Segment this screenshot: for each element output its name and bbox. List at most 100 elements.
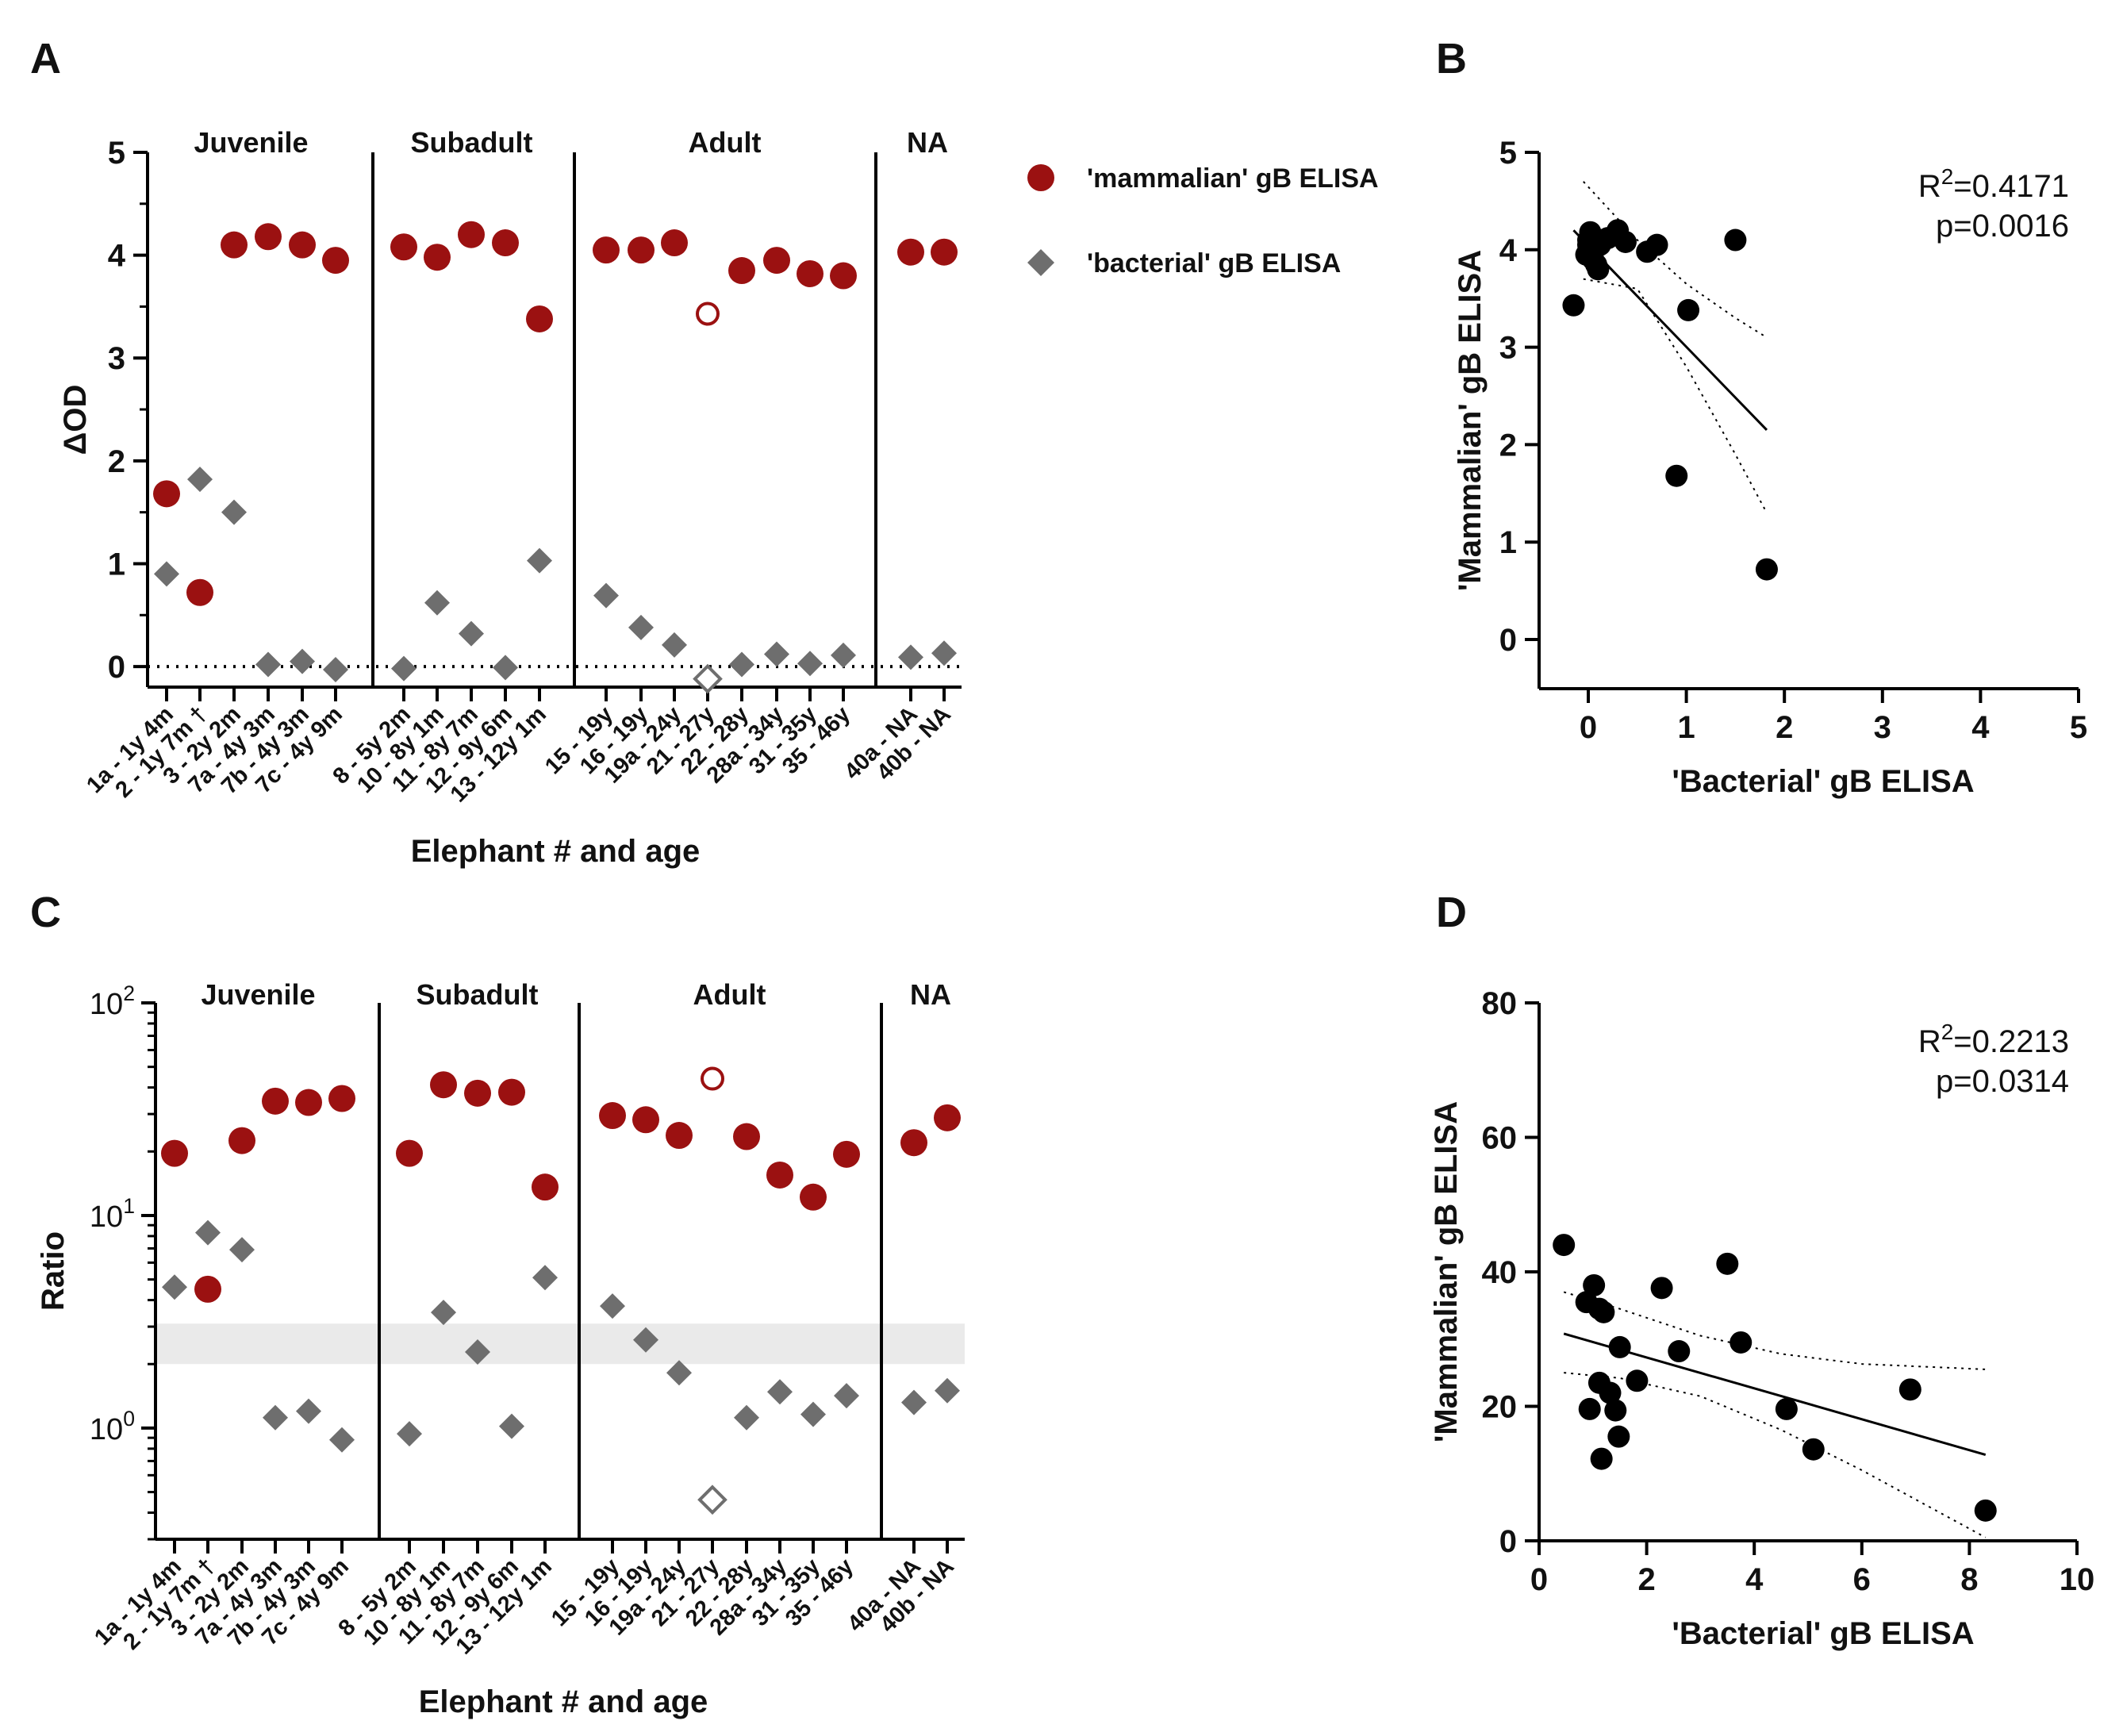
y-tick-label: 80: [1482, 986, 1518, 1021]
bacterial-point: [424, 590, 450, 616]
y-tick-label: 4: [108, 239, 126, 274]
ci-upper-curve: [1563, 1291, 1986, 1370]
bacterial-point: [527, 547, 552, 574]
panel-label-a: A: [30, 35, 61, 83]
mammalian-point: [628, 236, 655, 264]
bacterial-point: [221, 499, 247, 525]
bacterial-point: [931, 640, 957, 666]
mammalian-point: [295, 1089, 322, 1116]
y-axis-title: Ratio: [36, 1231, 71, 1311]
bacterial-point: [459, 620, 484, 647]
scatter-point: [1553, 1234, 1576, 1257]
scatter-point: [1645, 233, 1668, 256]
scatter-point: [1626, 1369, 1649, 1392]
x-tick-label: 6: [1853, 1562, 1871, 1597]
mammalian-point: [390, 233, 417, 261]
mammalian-point: [931, 238, 958, 266]
y-tick-label: 2: [108, 444, 125, 479]
bacterial-point: [767, 1379, 793, 1405]
mammalian-point: [593, 236, 620, 264]
y-tick-label: 102: [90, 981, 135, 1021]
mammalian-point: [430, 1071, 457, 1099]
mammalian-point: [228, 1127, 255, 1154]
panel-label-d: D: [1436, 889, 1467, 936]
scatter-point: [1562, 294, 1585, 317]
x-tick-label: 5: [2070, 710, 2087, 745]
bacterial-point: [465, 1338, 490, 1365]
scatter-point: [1898, 1378, 1921, 1401]
scatter-point: [1716, 1252, 1739, 1275]
mammalian-point: [498, 1078, 525, 1106]
ci-upper-curve: [1583, 181, 1768, 339]
bacterial-point: [666, 1360, 692, 1386]
y-tick-label: 5: [1499, 136, 1517, 171]
scatter-point: [1974, 1499, 1997, 1522]
mammalian-point: [194, 1275, 221, 1303]
bacterial-point: [397, 1421, 422, 1447]
legend-bacterial-marker: [1027, 249, 1054, 276]
bacterial-point: [662, 632, 687, 658]
legend: 'mammalian' gB ELISA 'bacterial' gB ELIS…: [1027, 163, 1379, 278]
group-label: Juvenile: [201, 978, 315, 1011]
bacterial-point: [935, 1377, 960, 1404]
bacterial-point: [764, 641, 789, 667]
group-label: NA: [907, 126, 948, 159]
mammalian-point: [800, 1183, 827, 1211]
mammalian-point: [900, 1129, 927, 1157]
scatter-point: [1775, 1397, 1798, 1420]
scatter-point: [1583, 1273, 1606, 1296]
x-tick-label: 0: [1580, 710, 1597, 745]
bacterial-point: [499, 1413, 524, 1439]
x-tick-label: 4: [1971, 710, 1990, 745]
bacterial-point: [797, 651, 823, 677]
scatter-point: [1668, 1340, 1691, 1363]
mammalian-point: [161, 1139, 188, 1167]
mammalian-point: [526, 305, 553, 332]
group-label: Subadult: [411, 126, 533, 159]
panel-label-c: C: [30, 889, 61, 936]
mammalian-point: [255, 223, 282, 251]
bacterial-point: [633, 1327, 658, 1353]
bacterial-point-open: [693, 663, 723, 694]
ratio-threshold-band: [155, 1323, 965, 1365]
mammalian-point: [328, 1085, 355, 1112]
y-tick-label: 60: [1482, 1121, 1518, 1156]
panel-d-correlation-plot: 0 20 40 60 80 0 2 4 6 8 10 R2=0.2213 p=0.0314 'Mammal…: [1429, 986, 2094, 1651]
bacterial-point: [532, 1265, 558, 1291]
scatter-point: [1802, 1438, 1825, 1461]
x-axis-title: Elephant # and age: [411, 834, 701, 869]
x-axis-title: 'Bacterial' gB ELISA: [1672, 764, 1974, 799]
bacterial-point: [898, 644, 923, 670]
bacterial-point: [162, 1274, 187, 1300]
bacterial-point: [628, 614, 654, 640]
scatter-point: [1590, 1447, 1613, 1470]
y-tick-label: 20: [1482, 1390, 1518, 1425]
y-tick-label: 100: [90, 1407, 135, 1446]
scatter-point: [1604, 1399, 1627, 1422]
mammalian-point: [728, 257, 755, 285]
group-label: Subadult: [417, 978, 539, 1011]
bacterial-point: [187, 467, 213, 493]
y-tick-label: 0: [1499, 623, 1517, 658]
mammalian-point-open: [696, 301, 720, 326]
mammalian-point: [289, 231, 316, 259]
group-label: Adult: [693, 978, 766, 1011]
mammalian-point: [532, 1173, 559, 1201]
ci-lower-curve: [1564, 1372, 1987, 1538]
bacterial-point: [391, 655, 417, 682]
mammalian-point: [458, 221, 485, 248]
y-tick-label: 0: [108, 650, 125, 685]
bacterial-point: [323, 656, 348, 682]
mammalian-point: [766, 1161, 793, 1189]
y-tick-label: 3: [1499, 331, 1517, 366]
x-tick-label: 10: [2060, 1562, 2095, 1597]
scatter-point: [1578, 1397, 1601, 1420]
x-tick-label: 2: [1637, 1562, 1655, 1597]
r-squared-value: R2=0.4171: [1918, 164, 2069, 204]
bacterial-point: [834, 1383, 859, 1409]
scatter-point: [1614, 230, 1637, 253]
y-tick-label: 2: [1499, 428, 1517, 463]
scatter-point: [1582, 248, 1605, 271]
mammalian-point: [632, 1106, 659, 1134]
panel-b-correlation-plot: 0 1 2 3 4 5 0 1 2 3 4 5 R2=0.4171 p=0.0016 'Mammalian'…: [1453, 136, 2087, 799]
